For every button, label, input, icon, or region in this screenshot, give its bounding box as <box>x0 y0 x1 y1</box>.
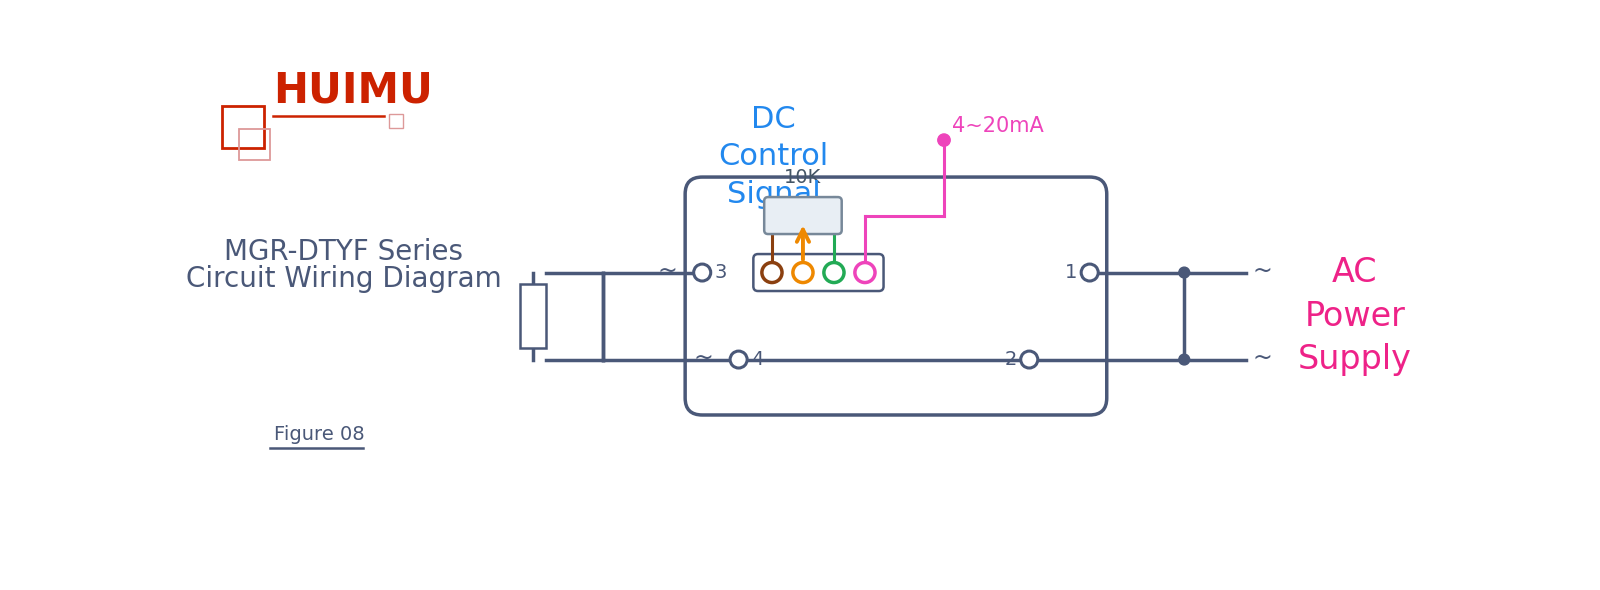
Circle shape <box>824 263 845 283</box>
Text: ~: ~ <box>1253 346 1272 370</box>
Circle shape <box>1179 354 1190 365</box>
FancyBboxPatch shape <box>765 197 842 234</box>
Text: ~: ~ <box>658 259 677 283</box>
Circle shape <box>1021 351 1038 368</box>
FancyBboxPatch shape <box>520 284 547 348</box>
Text: Figure 08: Figure 08 <box>274 425 365 444</box>
Text: 1: 1 <box>1066 263 1077 282</box>
Text: Load: Load <box>526 299 541 333</box>
Circle shape <box>1179 267 1190 278</box>
Text: 10K: 10K <box>784 168 821 187</box>
Text: 3: 3 <box>715 263 726 282</box>
Text: 2: 2 <box>1005 350 1018 369</box>
Text: HUIMU: HUIMU <box>274 70 432 112</box>
Text: MGR-DTYF Series: MGR-DTYF Series <box>224 238 462 266</box>
FancyBboxPatch shape <box>754 254 883 291</box>
Circle shape <box>1082 264 1098 281</box>
Circle shape <box>938 134 950 146</box>
Text: ~: ~ <box>1253 259 1272 283</box>
Text: 4: 4 <box>750 350 763 369</box>
Circle shape <box>762 263 782 283</box>
Text: ~: ~ <box>694 346 714 370</box>
Circle shape <box>694 264 710 281</box>
Text: 4~20mA: 4~20mA <box>952 116 1043 136</box>
Text: DC
Control
Signal: DC Control Signal <box>718 106 829 208</box>
Circle shape <box>854 263 875 283</box>
Circle shape <box>794 263 813 283</box>
FancyBboxPatch shape <box>685 177 1107 415</box>
Circle shape <box>730 351 747 368</box>
Text: Circuit Wiring Diagram: Circuit Wiring Diagram <box>186 265 501 293</box>
Text: AC
Power
Supply: AC Power Supply <box>1298 256 1411 376</box>
